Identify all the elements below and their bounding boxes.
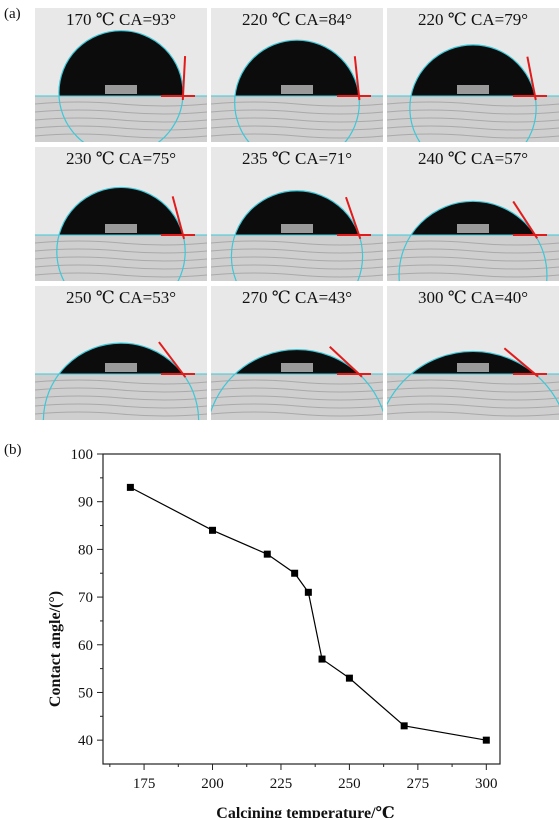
y-tick-label: 70 (78, 590, 93, 606)
y-tick-label: 40 (78, 733, 93, 749)
droplet-drawing (35, 8, 207, 142)
droplet-image: 240 ℃ CA=57° (387, 147, 559, 281)
droplet-drawing (387, 147, 559, 281)
x-tick-label: 200 (201, 776, 224, 792)
droplet-caption: 300 ℃ CA=40° (417, 288, 529, 307)
tangent-line (512, 200, 539, 239)
droplet-shape (235, 190, 359, 235)
droplet-image: 270 ℃ CA=43° (211, 286, 383, 420)
droplet-drawing (35, 286, 207, 420)
fit-circle (234, 39, 360, 142)
data-point (345, 674, 353, 682)
droplet-shape (235, 349, 359, 374)
contact-angle-chart: 40 50 60 70 80 90 100 175 200 225 250 275 300 Calcini… (47, 447, 501, 818)
y-tick-label: 80 (78, 542, 93, 558)
droplet-caption: 220 ℃ CA=79° (417, 10, 529, 29)
tangent-line (526, 56, 537, 101)
data-point (291, 569, 299, 577)
fit-circle (42, 342, 200, 420)
droplet-caption: 230 ℃ CA=75° (65, 149, 177, 168)
fit-circle (398, 200, 548, 281)
data-point (304, 588, 312, 596)
y-tick-label: 50 (78, 685, 93, 701)
x-axis-label: Calcining temperature/℃ (216, 805, 394, 818)
y-tick-label: 90 (78, 495, 93, 511)
droplet-caption: 170 ℃ CA=93° (65, 10, 177, 29)
plot-frame (102, 453, 501, 765)
tangent-line (158, 341, 187, 378)
droplet-caption: 270 ℃ CA=43° (241, 288, 353, 307)
data-point (209, 526, 217, 534)
droplet-image: 220 ℃ CA=84° (211, 8, 383, 142)
droplet-image: 250 ℃ CA=53° (35, 286, 207, 420)
fit-circle (409, 44, 537, 142)
droplet-shape (235, 40, 359, 96)
contact-angle-image-grid: 170 ℃ CA=93° 220 ℃ CA=84° 220 ℃ CA=79° 230 … (35, 8, 559, 420)
droplet-caption: 235 ℃ CA=71° (241, 149, 353, 168)
droplet-drawing (211, 286, 383, 420)
droplet-shape (59, 187, 183, 235)
series-line (130, 486, 487, 741)
y-tick-label: 60 (78, 638, 93, 654)
panel-b-label: (b) (4, 442, 22, 458)
x-tick-label: 250 (338, 776, 361, 792)
panel-a-label: (a) (4, 6, 21, 22)
tangent-line (171, 196, 186, 240)
droplet-image: 170 ℃ CA=93° (35, 8, 207, 142)
fit-circle (56, 186, 186, 281)
droplet-drawing (211, 8, 383, 142)
fit-circle (211, 349, 383, 413)
x-tick-label: 175 (133, 776, 156, 792)
fit-circle (387, 350, 559, 406)
droplet-drawing (387, 8, 559, 142)
tangent-line (329, 345, 363, 378)
droplet-image: 235 ℃ CA=71° (211, 147, 383, 281)
droplet-shape (59, 343, 183, 374)
droplet-caption: 250 ℃ CA=53° (65, 288, 177, 307)
droplet-caption: 240 ℃ CA=57° (417, 149, 529, 168)
data-point (263, 550, 271, 558)
tangent-line (353, 56, 361, 101)
data-point (126, 483, 134, 491)
x-tick-label: 225 (270, 776, 293, 792)
droplet-shape (411, 44, 535, 96)
droplet-drawing (387, 286, 559, 420)
data-point (318, 655, 326, 663)
x-tick-label: 300 (475, 776, 498, 792)
droplet-image: 230 ℃ CA=75° (35, 147, 207, 281)
droplet-image: 300 ℃ CA=40° (387, 286, 559, 420)
x-tick-label: 275 (407, 776, 430, 792)
droplet-drawing (35, 147, 207, 281)
data-point (482, 736, 490, 744)
droplet-image: 220 ℃ CA=79° (387, 8, 559, 142)
tangent-line (181, 56, 187, 101)
droplet-caption: 220 ℃ CA=84° (241, 10, 353, 29)
droplet-drawing (211, 147, 383, 281)
droplet-shape (411, 201, 535, 235)
fit-circle (230, 190, 364, 281)
y-tick-label: 100 (71, 447, 94, 463)
tangent-line (503, 347, 539, 378)
data-point (400, 722, 408, 730)
y-axis-label: Contact angle/(°) (47, 591, 64, 707)
tangent-line (345, 196, 362, 240)
droplet-shape (58, 30, 184, 96)
